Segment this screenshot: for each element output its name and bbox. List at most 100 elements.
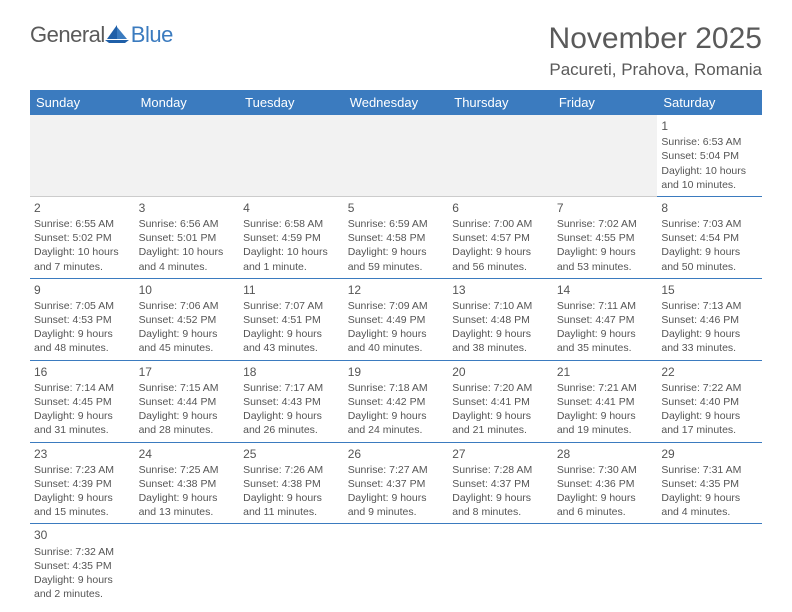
calendar-cell-empty	[135, 115, 240, 196]
calendar-cell: 21Sunrise: 7:21 AMSunset: 4:41 PMDayligh…	[553, 360, 658, 442]
day-number: 18	[243, 364, 340, 380]
sailboat-icon	[105, 25, 129, 43]
calendar-cell: 22Sunrise: 7:22 AMSunset: 4:40 PMDayligh…	[657, 360, 762, 442]
sunrise-text: Sunrise: 7:09 AM	[348, 299, 445, 313]
day-number: 14	[557, 282, 654, 298]
calendar-cell: 29Sunrise: 7:31 AMSunset: 4:35 PMDayligh…	[657, 442, 762, 524]
calendar-cell: 14Sunrise: 7:11 AMSunset: 4:47 PMDayligh…	[553, 278, 658, 360]
location-label: Pacureti, Prahova, Romania	[549, 60, 762, 80]
sunset-text: Sunset: 4:51 PM	[243, 313, 340, 327]
day-text: Daylight: 9 hours and 21 minutes.	[452, 409, 549, 437]
sunset-text: Sunset: 4:44 PM	[139, 395, 236, 409]
day-number: 21	[557, 364, 654, 380]
sunrise-text: Sunrise: 7:05 AM	[34, 299, 131, 313]
sunset-text: Sunset: 4:41 PM	[557, 395, 654, 409]
calendar-cell: 10Sunrise: 7:06 AMSunset: 4:52 PMDayligh…	[135, 278, 240, 360]
calendar-cell-empty	[239, 115, 344, 196]
calendar-cell: 17Sunrise: 7:15 AMSunset: 4:44 PMDayligh…	[135, 360, 240, 442]
day-text: Daylight: 9 hours and 35 minutes.	[557, 327, 654, 355]
sunset-text: Sunset: 4:45 PM	[34, 395, 131, 409]
calendar-cell: 25Sunrise: 7:26 AMSunset: 4:38 PMDayligh…	[239, 442, 344, 524]
sunset-text: Sunset: 4:43 PM	[243, 395, 340, 409]
day-number: 10	[139, 282, 236, 298]
sunset-text: Sunset: 4:38 PM	[139, 477, 236, 491]
logo-text-general: General	[30, 22, 105, 48]
calendar-cell: 28Sunrise: 7:30 AMSunset: 4:36 PMDayligh…	[553, 442, 658, 524]
day-number: 22	[661, 364, 758, 380]
sunset-text: Sunset: 4:55 PM	[557, 231, 654, 245]
sunrise-text: Sunrise: 7:02 AM	[557, 217, 654, 231]
day-number: 2	[34, 200, 131, 216]
sunset-text: Sunset: 4:58 PM	[348, 231, 445, 245]
calendar-row: 2Sunrise: 6:55 AMSunset: 5:02 PMDaylight…	[30, 196, 762, 278]
day-number: 30	[34, 527, 131, 543]
calendar-cell: 27Sunrise: 7:28 AMSunset: 4:37 PMDayligh…	[448, 442, 553, 524]
calendar-cell-empty	[135, 524, 240, 605]
sunset-text: Sunset: 4:49 PM	[348, 313, 445, 327]
sunrise-text: Sunrise: 7:15 AM	[139, 381, 236, 395]
calendar-cell: 18Sunrise: 7:17 AMSunset: 4:43 PMDayligh…	[239, 360, 344, 442]
calendar-row: 30Sunrise: 7:32 AMSunset: 4:35 PMDayligh…	[30, 524, 762, 605]
calendar-cell: 3Sunrise: 6:56 AMSunset: 5:01 PMDaylight…	[135, 196, 240, 278]
calendar-row: 16Sunrise: 7:14 AMSunset: 4:45 PMDayligh…	[30, 360, 762, 442]
day-number: 8	[661, 200, 758, 216]
calendar-cell: 1Sunrise: 6:53 AMSunset: 5:04 PMDaylight…	[657, 115, 762, 196]
sunset-text: Sunset: 4:35 PM	[34, 559, 131, 573]
day-number: 9	[34, 282, 131, 298]
day-text: Daylight: 9 hours and 19 minutes.	[557, 409, 654, 437]
sunset-text: Sunset: 4:54 PM	[661, 231, 758, 245]
sunrise-text: Sunrise: 7:14 AM	[34, 381, 131, 395]
sunset-text: Sunset: 4:41 PM	[452, 395, 549, 409]
day-number: 19	[348, 364, 445, 380]
sunset-text: Sunset: 4:42 PM	[348, 395, 445, 409]
sunset-text: Sunset: 5:04 PM	[661, 149, 758, 163]
weekday-header: Tuesday	[239, 90, 344, 115]
sunset-text: Sunset: 4:57 PM	[452, 231, 549, 245]
month-title: November 2025	[549, 22, 762, 56]
sunrise-text: Sunrise: 7:31 AM	[661, 463, 758, 477]
calendar-cell: 2Sunrise: 6:55 AMSunset: 5:02 PMDaylight…	[30, 196, 135, 278]
calendar-cell: 5Sunrise: 6:59 AMSunset: 4:58 PMDaylight…	[344, 196, 449, 278]
logo: General Blue	[30, 22, 173, 48]
calendar-cell: 9Sunrise: 7:05 AMSunset: 4:53 PMDaylight…	[30, 278, 135, 360]
calendar-cell-empty	[553, 115, 658, 196]
day-number: 24	[139, 446, 236, 462]
day-number: 17	[139, 364, 236, 380]
weekday-header: Monday	[135, 90, 240, 115]
day-text: Daylight: 10 hours and 7 minutes.	[34, 245, 131, 273]
day-number: 1	[661, 118, 758, 134]
calendar-cell: 26Sunrise: 7:27 AMSunset: 4:37 PMDayligh…	[344, 442, 449, 524]
calendar-cell-empty	[344, 524, 449, 605]
sunrise-text: Sunrise: 7:27 AM	[348, 463, 445, 477]
day-text: Daylight: 9 hours and 24 minutes.	[348, 409, 445, 437]
sunset-text: Sunset: 4:47 PM	[557, 313, 654, 327]
sunrise-text: Sunrise: 7:21 AM	[557, 381, 654, 395]
day-number: 25	[243, 446, 340, 462]
weekday-header: Sunday	[30, 90, 135, 115]
sunrise-text: Sunrise: 7:07 AM	[243, 299, 340, 313]
sunrise-text: Sunrise: 7:06 AM	[139, 299, 236, 313]
day-number: 27	[452, 446, 549, 462]
day-number: 3	[139, 200, 236, 216]
day-number: 12	[348, 282, 445, 298]
calendar-cell: 4Sunrise: 6:58 AMSunset: 4:59 PMDaylight…	[239, 196, 344, 278]
sunset-text: Sunset: 4:37 PM	[348, 477, 445, 491]
sunset-text: Sunset: 4:59 PM	[243, 231, 340, 245]
day-number: 23	[34, 446, 131, 462]
sunset-text: Sunset: 4:46 PM	[661, 313, 758, 327]
day-number: 11	[243, 282, 340, 298]
sunrise-text: Sunrise: 7:11 AM	[557, 299, 654, 313]
calendar-cell: 13Sunrise: 7:10 AMSunset: 4:48 PMDayligh…	[448, 278, 553, 360]
calendar-cell-empty	[448, 115, 553, 196]
day-text: Daylight: 9 hours and 9 minutes.	[348, 491, 445, 519]
day-number: 5	[348, 200, 445, 216]
calendar-row: 1Sunrise: 6:53 AMSunset: 5:04 PMDaylight…	[30, 115, 762, 196]
day-text: Daylight: 9 hours and 56 minutes.	[452, 245, 549, 273]
sunrise-text: Sunrise: 6:58 AM	[243, 217, 340, 231]
day-number: 26	[348, 446, 445, 462]
day-text: Daylight: 9 hours and 50 minutes.	[661, 245, 758, 273]
calendar-cell-empty	[657, 524, 762, 605]
day-number: 29	[661, 446, 758, 462]
sunset-text: Sunset: 4:53 PM	[34, 313, 131, 327]
day-text: Daylight: 9 hours and 28 minutes.	[139, 409, 236, 437]
